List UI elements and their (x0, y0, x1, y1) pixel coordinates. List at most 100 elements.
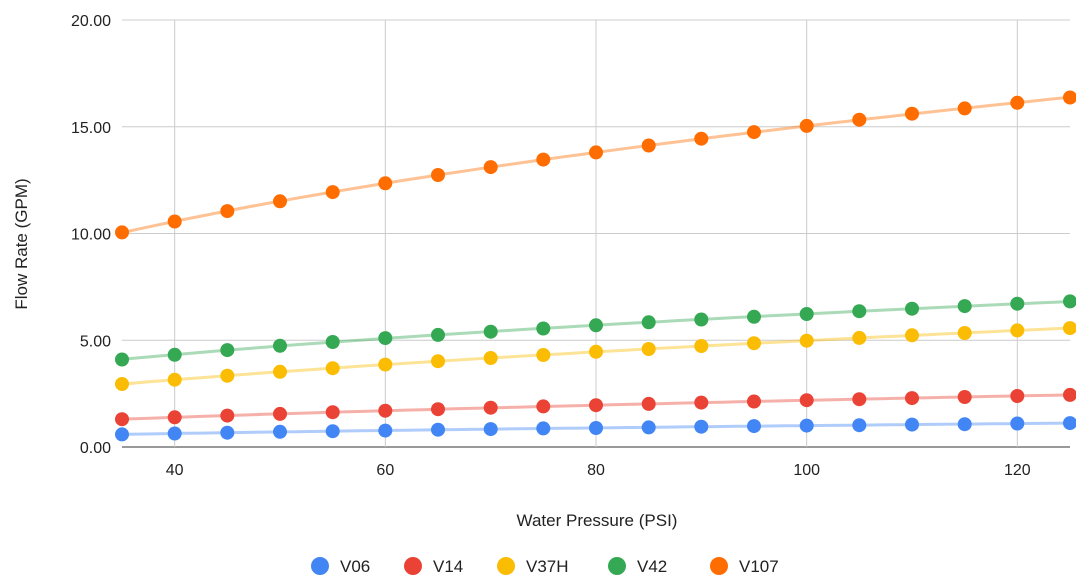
data-point-v06 (852, 418, 867, 433)
data-point-v42 (641, 315, 656, 330)
data-point-v42 (747, 309, 761, 324)
data-point-v107 (220, 204, 235, 219)
data-point-v14 (799, 393, 814, 408)
data-point-v06 (483, 422, 498, 437)
data-point-v06 (957, 417, 972, 432)
data-point-v14 (378, 403, 393, 418)
data-point-v107 (905, 106, 919, 121)
data-point-v107 (747, 125, 761, 140)
series-v06 (115, 416, 1076, 442)
legend-marker (311, 557, 329, 575)
data-point-v14 (536, 399, 551, 414)
y-tick-label: 5.00 (80, 333, 111, 350)
data-point-v14 (167, 410, 182, 425)
data-point-v37h (799, 333, 814, 348)
data-point-v42 (1010, 296, 1025, 311)
data-point-v37h (378, 357, 393, 372)
legend-item-v37h: V37H (497, 557, 569, 576)
data-point-v107 (115, 225, 129, 240)
data-point-v14 (220, 408, 235, 423)
data-point-v107 (483, 160, 498, 175)
x-axis-title: Water Pressure (PSI) (517, 511, 678, 530)
y-tick-label: 15.00 (71, 120, 111, 137)
data-point-v107 (536, 152, 551, 167)
data-point-v37h (483, 351, 498, 365)
legend-label: V37H (526, 557, 569, 576)
legend-item-v107: V107 (710, 557, 779, 576)
data-point-v37h (220, 368, 235, 383)
data-point-v42 (852, 304, 867, 319)
y-tick-label: 0.00 (80, 440, 111, 457)
data-point-v42 (167, 347, 182, 362)
data-point-v42 (536, 321, 551, 336)
data-point-v107 (852, 112, 867, 127)
data-point-v06 (1010, 416, 1025, 431)
data-point-v14 (641, 396, 656, 411)
data-point-v06 (167, 426, 182, 441)
data-point-v107 (1010, 95, 1025, 110)
data-point-v06 (431, 422, 445, 437)
x-tick-label: 40 (166, 462, 184, 479)
data-point-v42 (325, 335, 340, 349)
data-point-v14 (115, 412, 129, 427)
data-point-v14 (589, 398, 603, 413)
data-point-v107 (799, 118, 814, 133)
data-point-v14 (747, 394, 761, 409)
y-axis-title: Flow Rate (GPM) (12, 178, 31, 309)
data-point-v42 (273, 338, 287, 353)
x-tick-label: 60 (376, 462, 394, 479)
data-points (115, 90, 1076, 442)
x-tick-label: 120 (1004, 462, 1031, 479)
data-point-v14 (325, 405, 340, 420)
data-point-v42 (799, 307, 814, 321)
data-point-v107 (589, 145, 603, 160)
data-point-v37h (694, 339, 709, 353)
data-point-v42 (115, 352, 129, 367)
legend-label: V42 (637, 557, 667, 576)
data-point-v06 (694, 419, 709, 434)
legend-marker (710, 557, 728, 575)
data-point-v37h (957, 326, 972, 340)
data-point-v06 (378, 423, 393, 438)
y-axis-tick-labels: 0.00 5.00 10.00 15.00 20.00 (71, 13, 111, 457)
legend-item-v42: V42 (608, 557, 667, 576)
data-point-v14 (431, 402, 445, 417)
data-point-v107 (957, 101, 972, 116)
data-point-v107 (273, 194, 287, 209)
data-point-v107 (1063, 90, 1076, 105)
data-point-v06 (589, 421, 603, 435)
data-point-v37h (273, 364, 287, 379)
data-point-v37h (747, 336, 761, 351)
y-tick-label: 10.00 (71, 227, 111, 244)
legend-item-v14: V14 (404, 557, 463, 576)
series-v14 (115, 387, 1076, 427)
data-point-v42 (431, 327, 445, 342)
data-point-v06 (325, 424, 340, 439)
legend-label: V107 (739, 557, 779, 576)
series-v42 (115, 294, 1076, 367)
data-point-v14 (905, 391, 919, 406)
data-point-v06 (1063, 416, 1076, 431)
data-point-v42 (957, 299, 972, 314)
series-v37h (115, 321, 1076, 391)
data-point-v42 (589, 318, 603, 333)
data-point-v14 (957, 390, 972, 404)
data-point-v06 (273, 424, 287, 439)
data-point-v37h (325, 361, 340, 376)
data-point-v37h (852, 330, 867, 345)
data-point-v107 (325, 185, 340, 200)
data-point-v37h (589, 344, 603, 359)
data-point-v37h (536, 348, 551, 362)
data-point-v37h (1063, 321, 1076, 336)
data-point-v06 (220, 425, 235, 440)
data-point-v14 (483, 400, 498, 415)
data-point-v06 (115, 427, 129, 442)
x-tick-label: 100 (793, 462, 820, 479)
legend-marker (404, 557, 422, 575)
data-point-v107 (641, 138, 656, 153)
legend-label: V14 (433, 557, 463, 576)
data-point-v37h (1010, 323, 1025, 338)
data-point-v42 (905, 301, 919, 316)
data-point-v42 (378, 331, 393, 346)
